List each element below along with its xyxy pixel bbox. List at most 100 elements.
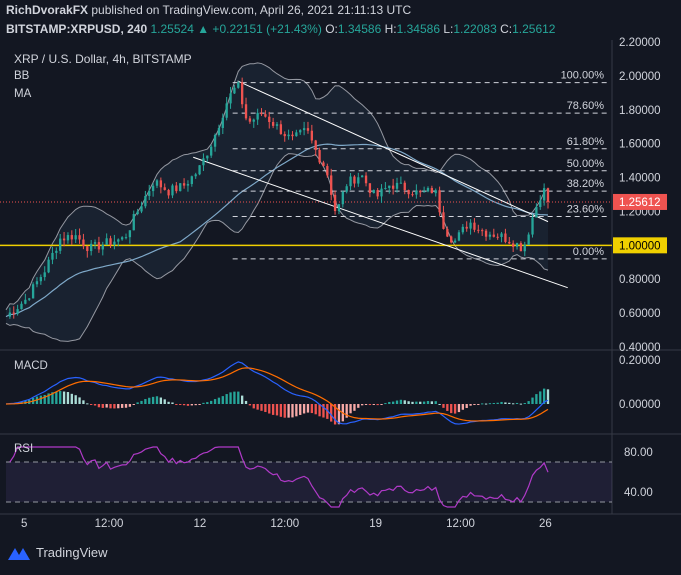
- close-label: C:: [500, 22, 513, 36]
- candle-body: [202, 158, 205, 166]
- price-axis-tick-1: 2.00000: [619, 71, 661, 83]
- candle-body: [450, 236, 453, 243]
- macd-histogram-bar: [519, 403, 523, 405]
- macd-histogram-bar: [167, 401, 170, 404]
- macd-histogram-bar: [388, 401, 391, 404]
- macd-histogram-bar: [82, 400, 85, 404]
- legend-bb[interactable]: BB: [14, 70, 30, 82]
- candle-body: [186, 183, 190, 186]
- macd-histogram-bar: [539, 391, 542, 404]
- candle-body: [326, 166, 329, 176]
- candle-body: [399, 182, 403, 184]
- candle-body: [120, 237, 124, 240]
- macd-histogram-bar: [322, 404, 325, 418]
- candle-body: [434, 190, 437, 194]
- macd-histogram-bar: [124, 404, 128, 408]
- candle-body: [182, 183, 186, 186]
- candle-body: [213, 134, 217, 147]
- candle-body: [322, 162, 325, 167]
- macd-histogram-bar: [59, 391, 62, 404]
- candle-body: [376, 190, 379, 197]
- macd-histogram-bar: [217, 397, 221, 404]
- macd-histogram-bar: [453, 404, 457, 414]
- macd-histogram-bar: [283, 404, 286, 418]
- macd-histogram-bar: [62, 391, 66, 404]
- candle-body: [16, 309, 19, 314]
- legend-title: XRP / U.S. Dollar, 4h, BITSTAMP: [14, 52, 192, 66]
- candle-body: [361, 175, 364, 178]
- macd-histogram-bar: [186, 404, 190, 406]
- candle-body: [140, 206, 143, 212]
- candle-body: [519, 243, 523, 252]
- macd-line: [5, 361, 549, 425]
- candle-body: [384, 187, 387, 189]
- macd-pane-label[interactable]: MACD: [14, 360, 48, 372]
- candle-body: [244, 104, 248, 119]
- fib-level-label-0: 100.00%: [561, 70, 605, 82]
- macd-histogram-bar: [194, 404, 197, 406]
- candle-body: [461, 226, 464, 233]
- macd-histogram-bar: [337, 404, 341, 425]
- macd-histogram-bar: [504, 402, 507, 404]
- tradingview-logo-icon: [8, 547, 30, 560]
- macd-histogram-bar: [117, 404, 120, 409]
- publish-header: RichDvorakFX published on TradingView.co…: [6, 3, 411, 17]
- time-axis-tick-3: 12:00: [270, 518, 299, 530]
- candle-body: [256, 112, 259, 120]
- candle-body: [20, 303, 23, 310]
- macd-histogram-bar: [113, 404, 116, 409]
- candle-body: [279, 124, 283, 135]
- candle-body: [55, 250, 58, 253]
- fib-level-label-6: 0.00%: [573, 246, 604, 258]
- macd-histogram-bar: [473, 404, 476, 405]
- macd-histogram-bar: [457, 404, 461, 413]
- macd-histogram-bar: [120, 404, 124, 408]
- tradingview-brand[interactable]: TradingView: [8, 545, 108, 560]
- candle-body: [337, 204, 341, 212]
- candle-body: [148, 191, 151, 196]
- macd-histogram-bar: [492, 402, 495, 404]
- candle-body: [446, 228, 449, 237]
- candle-body: [132, 214, 135, 231]
- candle-body: [124, 237, 128, 239]
- candle-body: [488, 234, 492, 237]
- trendline-upper: [237, 80, 549, 223]
- macd-histogram-bar: [535, 394, 538, 404]
- macd-histogram-bar: [221, 396, 224, 404]
- rsi-pane-label[interactable]: RSI: [14, 443, 34, 455]
- macd-histogram-bar: [229, 392, 232, 404]
- macd-histogram-bar: [376, 404, 379, 406]
- candle-body: [542, 188, 546, 201]
- macd-histogram-bar: [140, 400, 143, 404]
- macd-histogram-bar: [422, 401, 426, 404]
- macd-axis-tick-0: 0.20000: [619, 355, 661, 367]
- candle-body: [128, 230, 132, 238]
- macd-histogram-bar: [256, 404, 259, 410]
- macd-histogram-bar: [481, 403, 484, 405]
- candle-body: [473, 222, 476, 230]
- macd-histogram-bar: [353, 404, 356, 411]
- candle-body: [70, 235, 73, 240]
- macd-histogram-bar: [523, 403, 526, 405]
- candle-body: [314, 140, 317, 151]
- candle-body: [299, 130, 302, 133]
- macd-histogram-bar: [515, 402, 519, 404]
- legend-ma[interactable]: MA: [14, 88, 32, 100]
- candle-body: [59, 238, 62, 251]
- candle-body: [12, 312, 15, 314]
- author-name[interactable]: RichDvorakFX: [6, 3, 89, 17]
- macd-histogram-bar: [202, 402, 205, 404]
- candle-body: [395, 182, 399, 189]
- candle-body: [155, 180, 159, 186]
- candle-body: [469, 222, 472, 229]
- candle-body: [248, 118, 252, 122]
- last-price: 1.25524: [150, 22, 194, 36]
- macd-histogram-bar: [349, 404, 352, 414]
- candle-body: [539, 200, 542, 207]
- macd-histogram-bar: [66, 392, 70, 404]
- macd-histogram-bar: [287, 404, 290, 418]
- macd-histogram-bar: [531, 397, 534, 404]
- macd-histogram-bar: [252, 404, 255, 409]
- time-axis-tick-4: 19: [369, 518, 382, 530]
